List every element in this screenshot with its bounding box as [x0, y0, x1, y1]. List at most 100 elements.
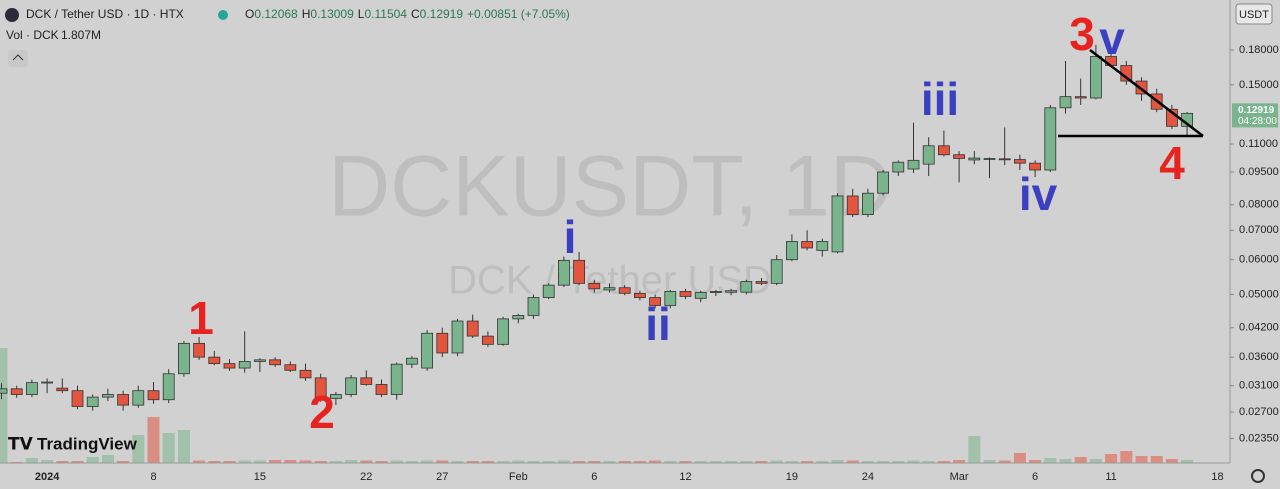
candle-body	[862, 192, 874, 215]
candle-body	[41, 381, 53, 384]
candle-body	[436, 332, 449, 354]
volume-bar	[390, 460, 403, 463]
volume-bar	[421, 460, 434, 463]
volume-bar	[877, 461, 890, 463]
candle-body	[314, 377, 327, 398]
symbol-title: DCK / Tether USD · 1D · HTX	[26, 7, 184, 21]
volume-bar	[1181, 459, 1194, 463]
candle-body	[405, 357, 418, 365]
volume-bar	[208, 461, 221, 463]
volume-bar	[299, 460, 312, 463]
x-tick-label: 22	[360, 471, 372, 483]
volume-bar	[56, 461, 69, 463]
ohlc-key: H	[302, 7, 311, 21]
volume-bar	[694, 461, 707, 463]
wave-label: i	[564, 211, 577, 263]
currency[interactable]: USDT	[1239, 9, 1269, 21]
volume-bar	[193, 460, 206, 463]
volume-value: 1.807M	[61, 28, 101, 42]
candle-body	[10, 388, 23, 395]
volume-bar	[223, 461, 236, 463]
axis-layer: 0.18000 0.15000 0.11000 0.09500 0.08000 0.070…	[35, 44, 1279, 483]
volume-bar	[86, 457, 99, 463]
x-tick-label: 18	[1211, 471, 1223, 483]
y-tick-label: 0.08000	[1239, 199, 1279, 211]
candle-body	[86, 396, 99, 407]
candle-body	[147, 390, 160, 401]
x-tick-label: Mar	[950, 471, 969, 483]
y-tick-label: 0.02350	[1239, 432, 1279, 444]
countdown: 04:28:00	[1238, 116, 1277, 127]
volume-bar	[177, 430, 190, 463]
volume-bar	[907, 460, 920, 463]
volume-bar	[481, 461, 494, 463]
y-tick-label: 0.03100	[1239, 380, 1279, 392]
x-tick-label: 12	[679, 471, 691, 483]
x-tick-label: 8	[150, 471, 156, 483]
candle-body	[1135, 80, 1148, 95]
volume-bar	[922, 461, 935, 463]
candle-body	[25, 382, 38, 395]
candle-body	[390, 363, 403, 395]
volume-bar	[740, 461, 753, 463]
candle-body	[892, 161, 905, 173]
candle-body	[512, 315, 525, 320]
candle-body	[801, 241, 813, 249]
volume-bar	[238, 460, 251, 463]
volume-bar	[816, 461, 829, 463]
y-tick-label: 0.04200	[1239, 322, 1279, 334]
volume-bar	[801, 461, 814, 463]
volume-bar	[345, 460, 358, 463]
candle-body	[177, 342, 190, 375]
volume-bar	[497, 461, 510, 463]
candle-body	[132, 390, 145, 406]
currency-button[interactable]	[1235, 3, 1273, 25]
volume-bar	[253, 460, 266, 463]
collapse-button[interactable]	[8, 50, 28, 67]
volume-bar	[466, 461, 479, 463]
ohlc-legend: O0.12068 H0.13009 L0.11504 C0.12919 +0.00851…	[245, 7, 570, 21]
volume-bar	[405, 461, 418, 463]
volume-bar	[968, 436, 981, 463]
candle-body	[573, 259, 585, 284]
volume-bar	[451, 461, 464, 463]
volume-bar	[664, 461, 677, 463]
settings-icon[interactable]	[1251, 469, 1265, 483]
y-tick-label: 0.06000	[1239, 254, 1279, 266]
wave-label: 2	[309, 386, 335, 438]
volume-bar	[937, 461, 950, 463]
candle-body	[466, 320, 479, 337]
ohlc-value: 0.12068	[254, 7, 298, 21]
candle-body	[451, 320, 464, 354]
candle-body	[56, 387, 69, 392]
candle-body	[208, 356, 221, 365]
candle-body	[786, 241, 798, 261]
volume-bar	[512, 460, 525, 463]
y-tick-label: 0.02700	[1239, 406, 1279, 418]
candle-body	[1014, 159, 1026, 164]
volume-bar	[1150, 456, 1163, 463]
volume-bar	[983, 460, 996, 463]
wave-label: iv	[1019, 168, 1058, 220]
candle-body	[907, 159, 920, 170]
candle-body	[193, 342, 206, 358]
volume-bar	[725, 461, 738, 463]
volume-bar	[618, 461, 631, 463]
candle-body	[710, 291, 722, 293]
volume-bar	[679, 461, 692, 463]
volume-bar	[785, 461, 798, 463]
ohlc-value: 0.12919	[420, 7, 464, 21]
x-tick-label: 6	[1032, 471, 1038, 483]
candle-body	[299, 369, 312, 379]
x-tick-label: 27	[436, 471, 448, 483]
candle-body	[725, 290, 737, 293]
ohlc-key: L	[358, 7, 365, 21]
candle-body	[223, 363, 236, 369]
volume-bar	[892, 461, 905, 463]
x-tick-label: 15	[254, 471, 266, 483]
candle-body	[1059, 96, 1072, 109]
candle-body	[117, 394, 129, 406]
